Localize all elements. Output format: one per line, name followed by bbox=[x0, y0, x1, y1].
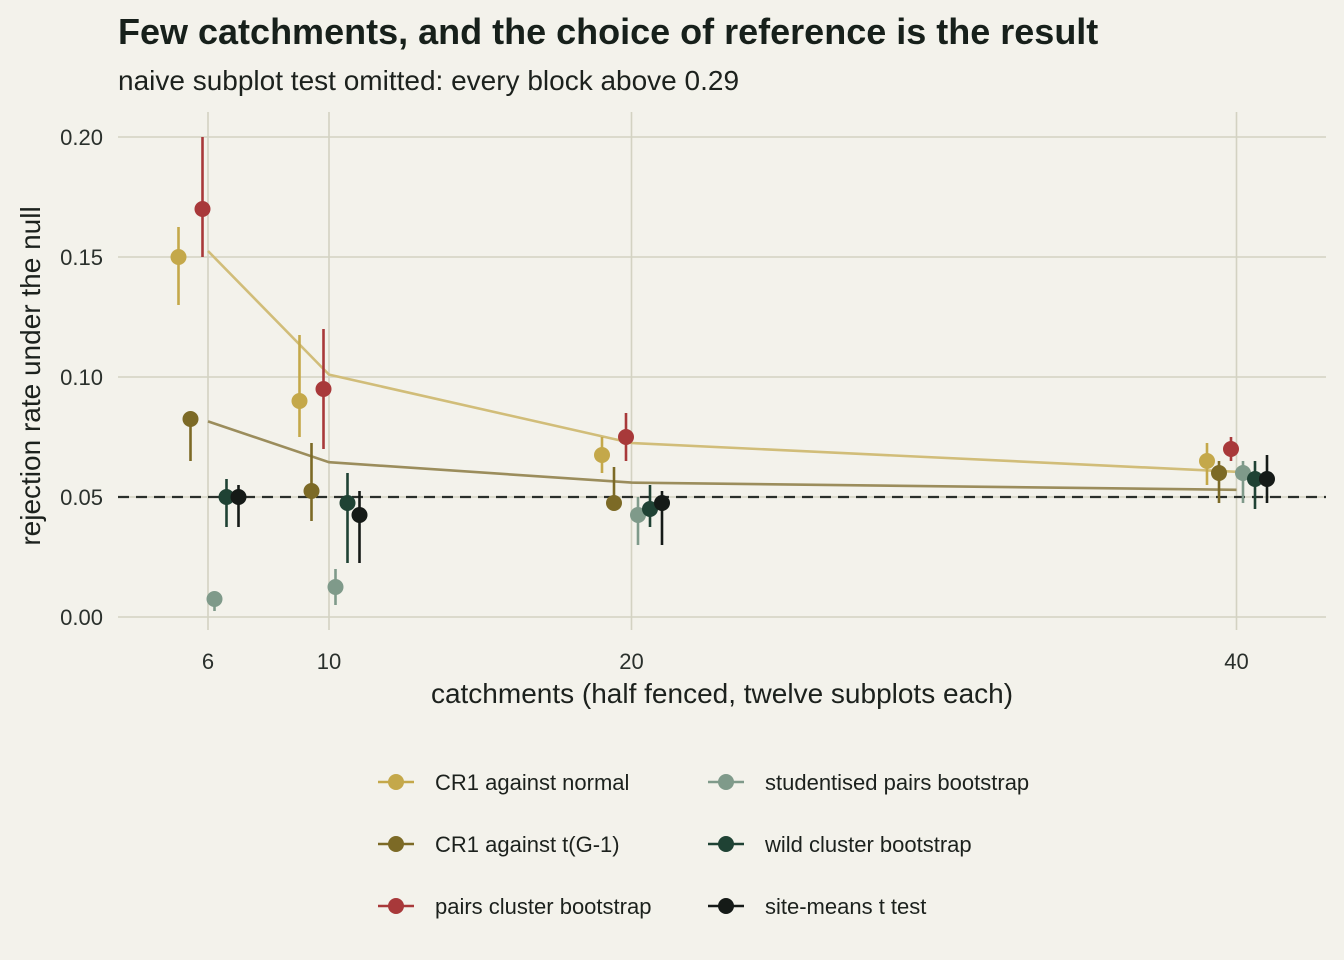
reference-curve-0 bbox=[207, 250, 1237, 474]
legend-item: CR1 against t(G-1) bbox=[378, 832, 620, 857]
x-axis-ticks: 6 10 20 40 bbox=[202, 649, 1249, 674]
legend-label: site-means t test bbox=[765, 894, 926, 919]
y-tick-label: 0.20 bbox=[60, 125, 103, 150]
point-pairs-cluster-bootstrap bbox=[1223, 441, 1239, 457]
point-cr1-against-normal bbox=[1199, 453, 1215, 469]
y-tick-label: 0.00 bbox=[60, 605, 103, 630]
point-site-means-t-test bbox=[654, 495, 670, 511]
point-cr1-against-normal bbox=[291, 393, 308, 409]
point-wild-cluster-bootstrap bbox=[218, 489, 235, 505]
y-axis-label: rejection rate under the null bbox=[15, 206, 46, 545]
legend-item: pairs cluster bootstrap bbox=[378, 894, 651, 919]
point-studentised-pairs-bootstrap bbox=[1235, 465, 1251, 481]
point-cr1-against-t-g-1 bbox=[303, 483, 320, 499]
point-cr1-against-t-g-1 bbox=[1211, 465, 1227, 481]
legend-key-point bbox=[718, 836, 734, 852]
y-tick-label: 0.05 bbox=[60, 485, 103, 510]
legend-label: CR1 against t(G-1) bbox=[435, 832, 620, 857]
point-studentised-pairs-bootstrap bbox=[630, 507, 646, 523]
x-tick-label: 10 bbox=[317, 649, 341, 674]
point-wild-cluster-bootstrap bbox=[642, 501, 658, 517]
legend-item: CR1 against normal bbox=[378, 770, 629, 795]
point-studentised-pairs-bootstrap bbox=[206, 591, 223, 607]
point-site-means-t-test bbox=[1259, 471, 1275, 487]
legend: CR1 against normal CR1 against t(G-1) pair… bbox=[378, 770, 1029, 919]
point-cr1-against-t-g-1 bbox=[606, 495, 622, 511]
legend-key-point bbox=[388, 898, 404, 914]
reference-curve-1 bbox=[207, 420, 1237, 492]
legend-item: studentised pairs bootstrap bbox=[708, 770, 1029, 795]
legend-key-point bbox=[718, 898, 734, 914]
point-pairs-cluster-bootstrap bbox=[194, 201, 211, 217]
point-studentised-pairs-bootstrap bbox=[327, 579, 344, 595]
point-cr1-against-t-g-1 bbox=[182, 411, 199, 427]
legend-item: site-means t test bbox=[708, 894, 926, 919]
legend-key-point bbox=[388, 774, 404, 790]
legend-label: wild cluster bootstrap bbox=[764, 832, 972, 857]
legend-label: CR1 against normal bbox=[435, 770, 629, 795]
x-tick-label: 20 bbox=[619, 649, 643, 674]
point-wild-cluster-bootstrap bbox=[1247, 471, 1263, 487]
point-site-means-t-test bbox=[230, 489, 247, 505]
y-tick-label: 0.15 bbox=[60, 245, 103, 270]
legend-label: studentised pairs bootstrap bbox=[765, 770, 1029, 795]
point-wild-cluster-bootstrap bbox=[339, 495, 356, 511]
chart-subtitle: naive subplot test omitted: every block … bbox=[118, 65, 739, 96]
data-points bbox=[170, 137, 1275, 611]
point-pairs-cluster-bootstrap bbox=[315, 381, 332, 397]
legend-label: pairs cluster bootstrap bbox=[435, 894, 651, 919]
y-tick-label: 0.10 bbox=[60, 365, 103, 390]
y-axis-ticks: 0.00 0.05 0.10 0.15 0.20 bbox=[60, 125, 103, 630]
legend-key-point bbox=[718, 774, 734, 790]
x-tick-label: 40 bbox=[1224, 649, 1248, 674]
chart-title: Few catchments, and the choice of refere… bbox=[118, 11, 1098, 52]
point-cr1-against-normal bbox=[594, 447, 610, 463]
point-cr1-against-normal bbox=[170, 249, 187, 265]
reference-curves bbox=[207, 250, 1237, 492]
legend-item: wild cluster bootstrap bbox=[708, 832, 972, 857]
point-site-means-t-test bbox=[351, 507, 368, 523]
legend-key-point bbox=[388, 836, 404, 852]
x-axis-label: catchments (half fenced, twelve subplots… bbox=[431, 678, 1013, 709]
point-pairs-cluster-bootstrap bbox=[618, 429, 634, 445]
x-tick-label: 6 bbox=[202, 649, 214, 674]
